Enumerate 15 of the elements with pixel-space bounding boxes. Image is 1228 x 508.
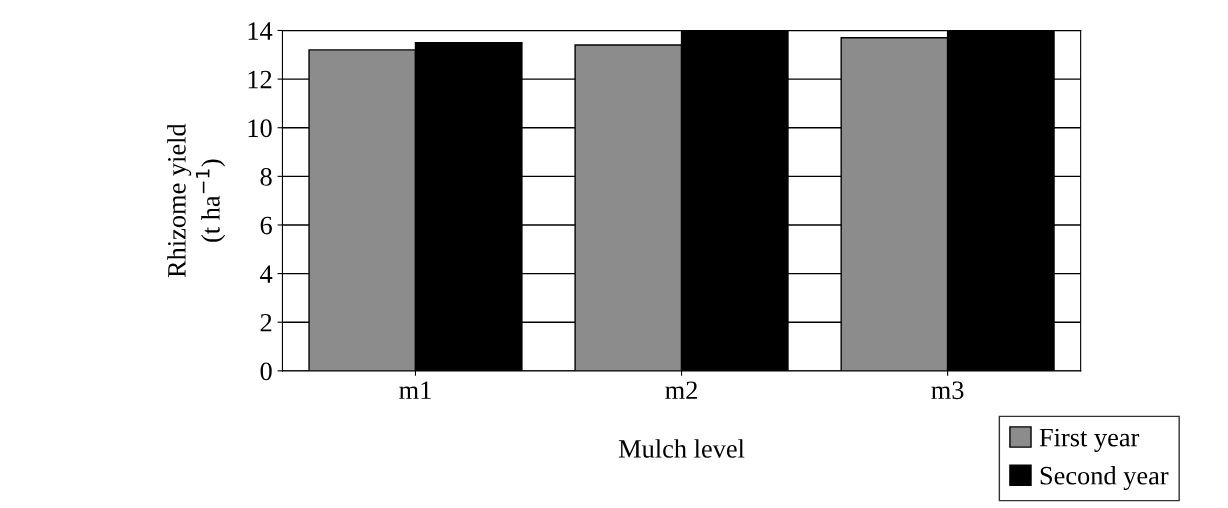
x-axis-title: Mulch level	[618, 439, 745, 458]
y-tick-label: 4	[260, 265, 273, 283]
y-tick-label: 8	[260, 167, 272, 186]
y-tick-label: 2	[260, 313, 272, 332]
x-tick-label: m2	[665, 381, 697, 399]
y-tick-label: 0	[260, 362, 272, 381]
y-axis-title: Rhizome yield (t ha$^{−1}$)	[167, 123, 226, 278]
y-tick-label: 12	[248, 70, 272, 89]
y-tick-label: 14	[248, 22, 273, 40]
x-tick-label: m3	[931, 381, 964, 400]
x-tick-label: m1	[399, 381, 431, 399]
legend-label: First year	[1039, 428, 1140, 452]
y-tick-label: 6	[260, 216, 272, 235]
legend-label: Second year	[1040, 466, 1169, 491]
y-tick-label: 10	[248, 119, 272, 138]
